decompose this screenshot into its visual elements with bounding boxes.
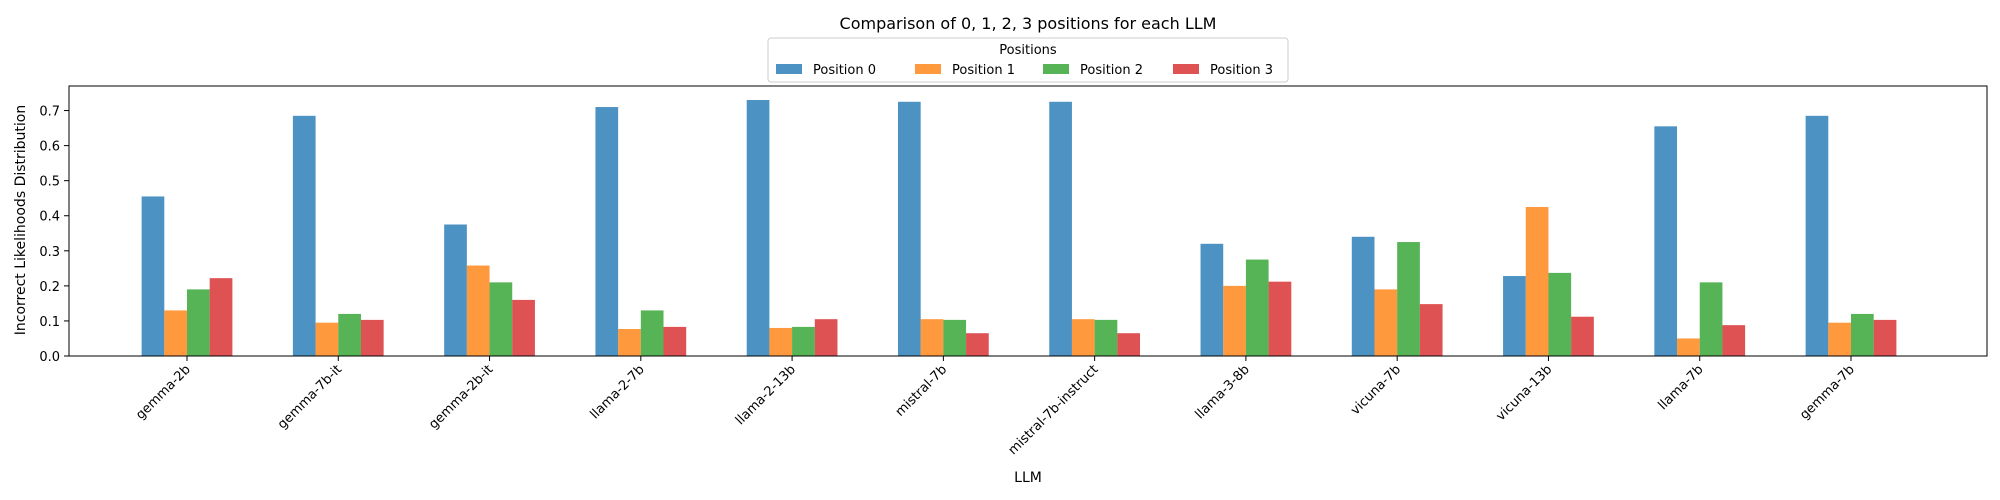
chart-title: Comparison of 0, 1, 2, 3 positions for e… <box>840 14 1217 33</box>
bar-position-3-llama-2-13b <box>814 319 838 356</box>
bar-position-1-gemma-7b <box>1828 322 1851 356</box>
x-tick-label: llama-2-13b <box>733 362 799 428</box>
bar-position-0-llama-2-7b <box>595 107 619 356</box>
x-tick-label: llama-3-8b <box>1193 362 1253 422</box>
x-tick-label: gemma-2b <box>133 362 194 423</box>
bar-position-1-mistral-7b-instruct <box>1071 319 1095 356</box>
legend-title: Positions <box>999 43 1057 58</box>
bar-position-3-gemma-2b-it <box>512 299 535 356</box>
legend-label: Position 0 <box>813 63 876 78</box>
bar-position-0-vicuna-13b <box>1503 276 1526 356</box>
y-tick-label: 0.5 <box>39 175 60 190</box>
bar-position-3-gemma-2b <box>209 278 233 356</box>
plot-area: 0.0 0.1 0.2 0.3 0.4 0.5 0.6 0.7 gemma-2b gemma-7b… <box>39 85 1988 458</box>
x-tick-label: vicuna-13b <box>1493 362 1555 424</box>
y-tick-label: 0.2 <box>39 280 60 295</box>
bar-position-1-gemma-2b-it <box>466 265 490 356</box>
bar-position-2-llama-2-13b <box>792 326 815 356</box>
legend-swatch <box>776 64 802 74</box>
bar-position-2-gemma-2b-it <box>489 282 513 356</box>
bar-position-0-mistral-7b-instruct <box>1049 101 1072 356</box>
x-tick-label: gemma-7b <box>1797 362 1858 423</box>
x-tick-label: gemma-7b-it <box>275 362 345 432</box>
bar-position-3-llama-2-7b <box>663 326 687 356</box>
x-axis-label: LLM <box>1014 470 1042 486</box>
x-tick-label: gemma-2b-it <box>426 362 496 432</box>
legend-box <box>767 37 1289 83</box>
bar-position-3-vicuna-7b <box>1419 304 1443 356</box>
legend-label: Position 1 <box>952 63 1015 78</box>
bar-position-3-llama-3-8b <box>1268 281 1292 356</box>
bar-position-1-llama-2-13b <box>769 327 793 356</box>
bar-position-0-vicuna-7b <box>1351 236 1375 356</box>
bar-position-1-gemma-7b-it <box>315 322 339 356</box>
x-tick-label: vicuna-7b <box>1348 362 1404 418</box>
legend-label: Position 3 <box>1210 63 1273 78</box>
y-tick-label: 0.7 <box>39 105 60 120</box>
bar-position-2-vicuna-13b <box>1548 272 1572 356</box>
bar-position-2-mistral-7b-instruct <box>1094 319 1118 356</box>
x-tick-label: llama-2-7b <box>588 362 648 422</box>
bar-position-3-mistral-7b <box>966 333 989 356</box>
bar-position-2-llama-3-8b <box>1245 259 1269 356</box>
bar-position-2-llama-7b <box>1699 282 1723 356</box>
bar-position-2-mistral-7b <box>943 319 967 356</box>
bar-position-0-gemma-7b-it <box>292 115 316 356</box>
bar-position-0-llama-3-8b <box>1200 243 1224 356</box>
bar-position-2-gemma-7b <box>1851 313 1874 356</box>
bar-position-0-mistral-7b <box>897 101 921 356</box>
y-tick-label: 0.1 <box>39 315 60 330</box>
x-tick-label: mistral-7b <box>893 362 950 419</box>
y-tick-label: 0.0 <box>39 350 60 365</box>
bar-position-3-gemma-7b-it <box>360 319 384 356</box>
legend-label: Position 2 <box>1080 63 1143 78</box>
bar-position-2-gemma-2b <box>187 289 210 356</box>
y-tick-label: 0.3 <box>39 245 60 260</box>
legend-swatch <box>1043 64 1069 74</box>
y-axis-label: Incorrect Likelihoods Distribution <box>13 105 29 335</box>
bar-position-3-llama-7b <box>1722 325 1746 356</box>
bar-position-3-gemma-7b <box>1873 319 1897 356</box>
bar-position-0-llama-7b <box>1654 126 1678 356</box>
bar-position-1-vicuna-7b <box>1374 289 1398 356</box>
bar-position-2-vicuna-7b <box>1397 242 1420 356</box>
bar-position-0-gemma-2b <box>141 196 165 356</box>
legend-swatch <box>915 64 941 74</box>
legend: Positions Position 0 Position 1 Position 2 P… <box>767 37 1289 83</box>
bar-position-0-llama-2-13b <box>746 100 770 356</box>
bar-position-1-llama-7b <box>1677 338 1700 356</box>
bar-position-3-mistral-7b-instruct <box>1117 333 1141 356</box>
bar-position-1-vicuna-13b <box>1525 206 1549 356</box>
y-tick-label: 0.6 <box>39 140 60 155</box>
bar-position-2-llama-2-7b <box>640 310 664 356</box>
bar-position-0-gemma-2b-it <box>444 224 467 356</box>
bar-position-1-mistral-7b <box>920 319 944 356</box>
y-tick-label: 0.4 <box>39 210 60 225</box>
x-tick-label: llama-7b <box>1656 362 1707 413</box>
x-tick-label: mistral-7b-instruct <box>1006 362 1102 458</box>
plot-frame <box>68 85 1988 357</box>
bar-position-1-llama-2-7b <box>618 329 641 356</box>
bar-position-3-vicuna-13b <box>1571 316 1594 356</box>
legend-swatch <box>1173 64 1199 74</box>
bar-position-2-gemma-7b-it <box>338 313 361 356</box>
bar-position-1-llama-3-8b <box>1223 285 1246 356</box>
bar-position-0-gemma-7b <box>1805 115 1829 356</box>
bar-position-1-gemma-2b <box>164 310 187 356</box>
